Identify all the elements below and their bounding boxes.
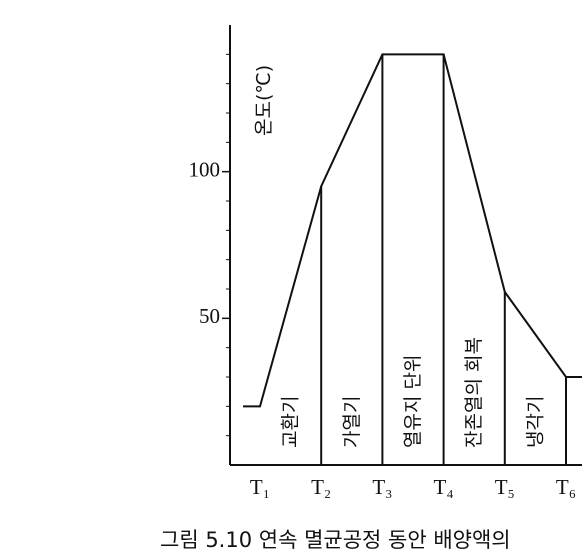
region-label: 가열기	[341, 396, 363, 448]
caption: 그림 5.10 연속 멸균공정 동안 배양액의	[160, 528, 511, 552]
x-tick-label: T₆	[556, 475, 576, 499]
region-label: 교환기	[280, 396, 302, 448]
x-tick-label: T₂	[311, 475, 331, 499]
y-axis-label: 온도(℃)	[253, 65, 275, 136]
x-tick-label: T₅	[495, 475, 515, 499]
region-label: 열유지 단위	[402, 355, 424, 448]
region-label: 냉각기	[524, 396, 546, 448]
x-tick-label: T₁	[250, 475, 270, 499]
x-tick-label: T₃	[372, 475, 392, 499]
x-tick-label: T₄	[434, 475, 454, 499]
temperature-line	[243, 53, 582, 408]
y-tick-label: 50	[199, 304, 220, 328]
region-label: 잔존열의 회복	[463, 337, 485, 448]
y-tick-label: 100	[189, 157, 221, 181]
